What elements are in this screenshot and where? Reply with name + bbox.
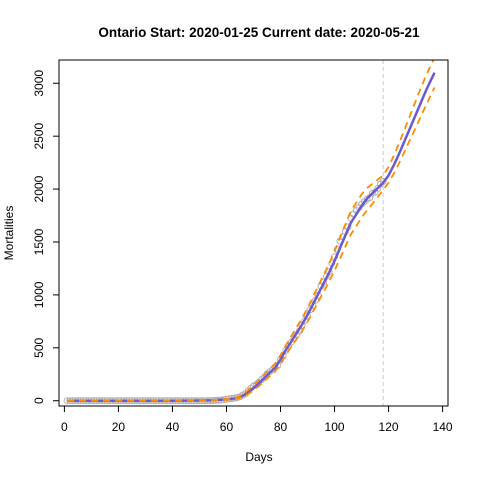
y-axis-label: Mortalities [2, 206, 16, 261]
x-tick-label: 120 [379, 420, 399, 434]
plot-layer [63, 60, 436, 406]
x-tick-label: 0 [61, 420, 68, 434]
y-tick-label: 3000 [32, 70, 46, 97]
y-tick-label: 2500 [32, 123, 46, 150]
y-tick-label: 0 [32, 397, 46, 404]
x-axis-label: Days [245, 450, 272, 464]
x-tick-label: 140 [433, 420, 453, 434]
plot-clipped-group [63, 60, 436, 406]
x-tick-label: 40 [166, 420, 180, 434]
fit-line [67, 72, 436, 402]
x-tick-label: 80 [274, 420, 288, 434]
x-tick-label: 20 [112, 420, 126, 434]
x-tick-label: 60 [220, 420, 234, 434]
y-tick-label: 2000 [32, 175, 46, 202]
axis-layer: 0 20 40 60 80 100 120 140 0 500 1000 1500 2000 2500 30… [32, 59, 453, 434]
y-tick-label: 500 [32, 337, 46, 357]
plot-frame [58, 59, 449, 407]
chart-title: Ontario Start: 2020-01-25 Current date: … [98, 25, 420, 40]
y-tick-label: 1500 [32, 228, 46, 255]
x-tick-label: 100 [325, 420, 345, 434]
observed-series [63, 177, 387, 405]
lower-band-line [67, 87, 436, 402]
upper-band-line [67, 60, 435, 402]
y-tick-label: 1000 [32, 281, 46, 308]
